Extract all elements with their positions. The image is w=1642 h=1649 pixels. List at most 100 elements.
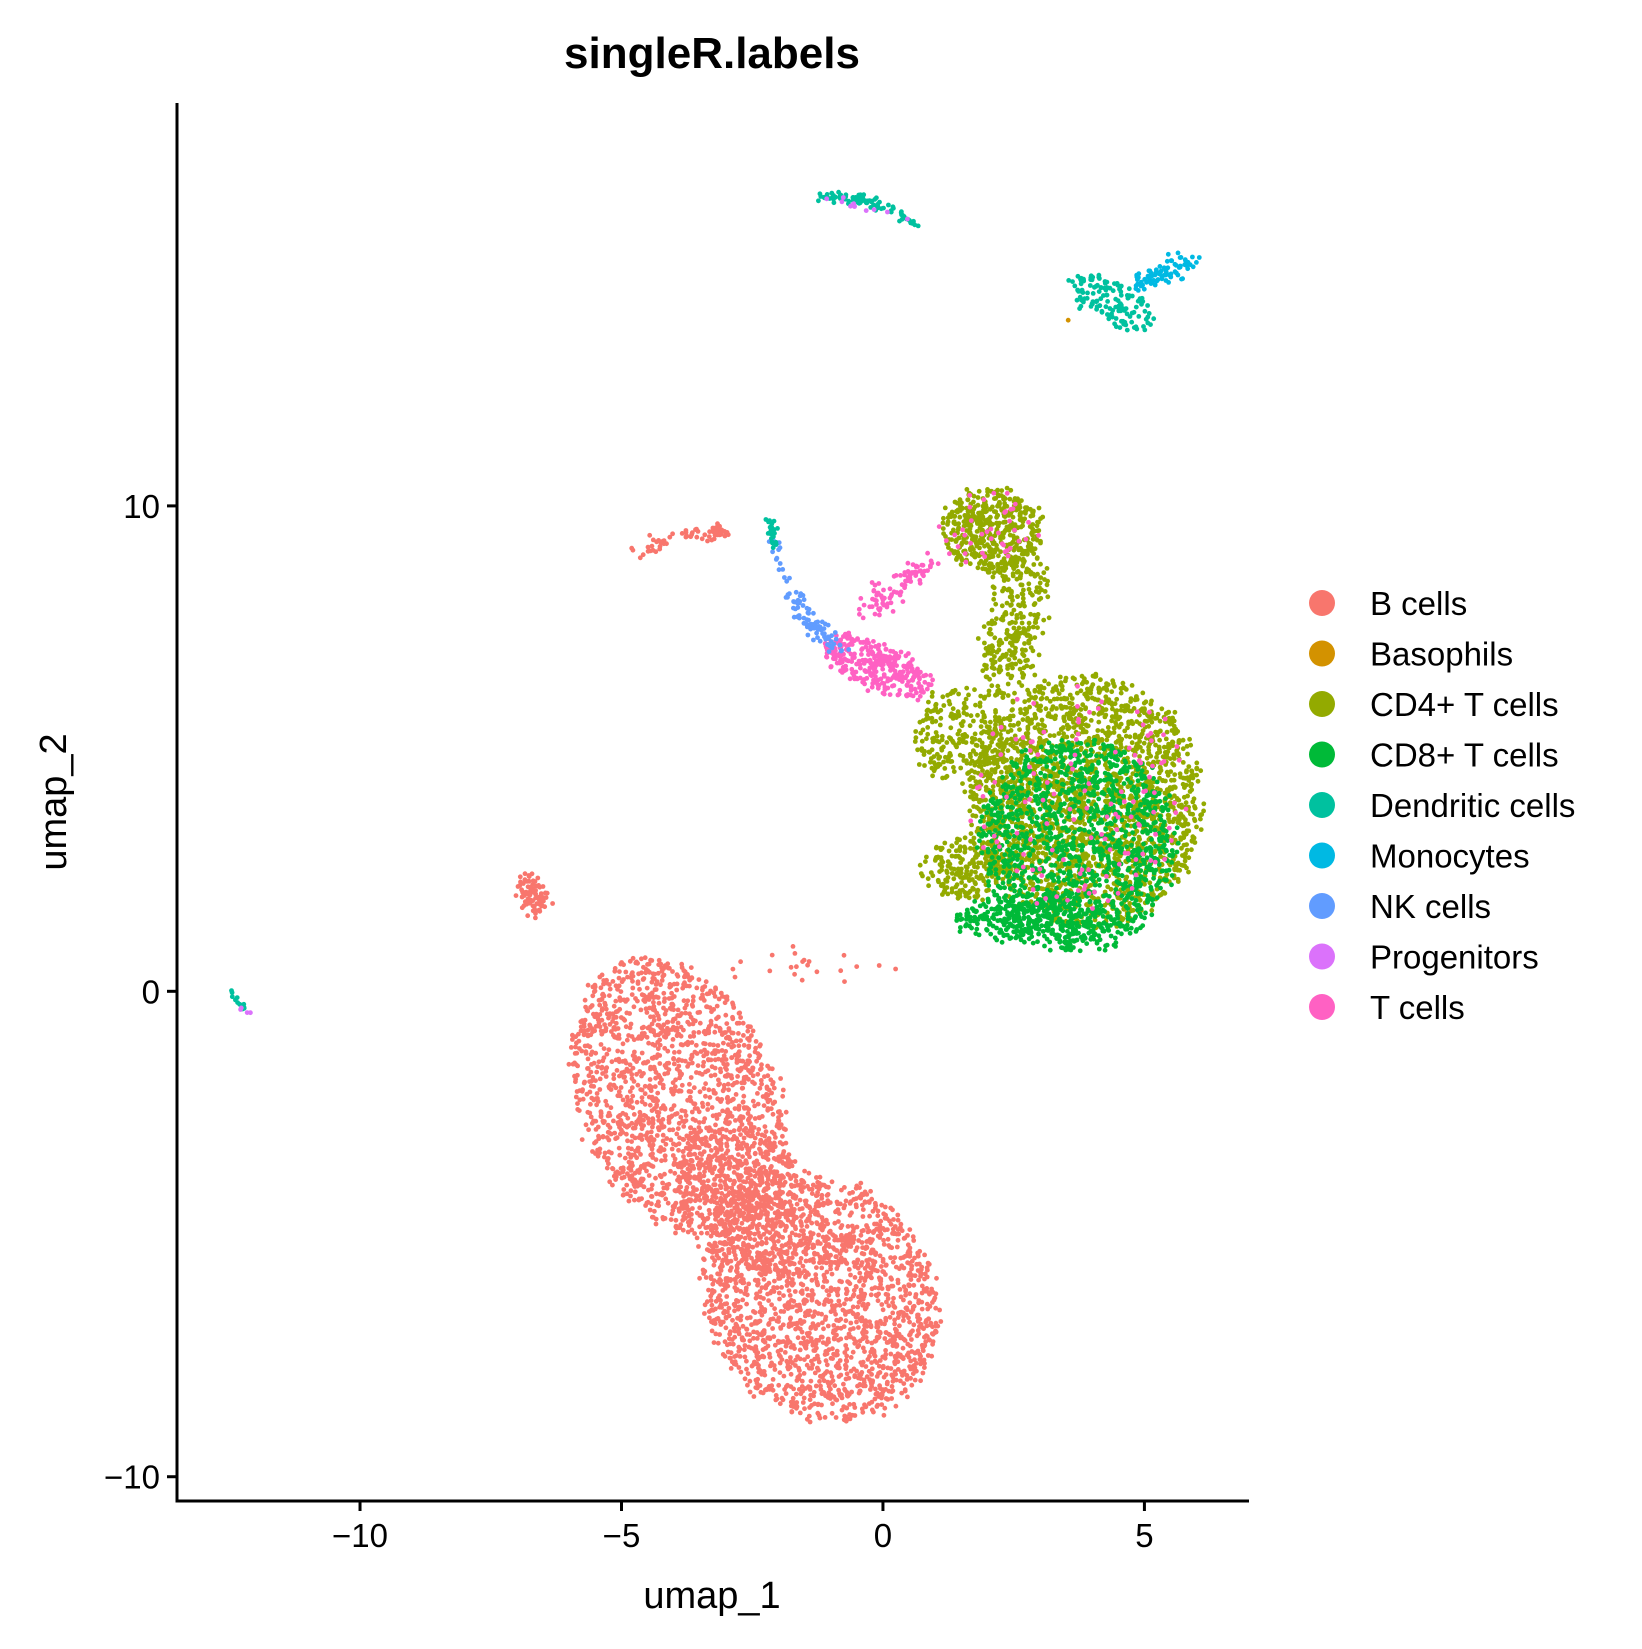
point [894, 1244, 900, 1250]
point [719, 1191, 725, 1196]
point [700, 1063, 706, 1069]
point [720, 1288, 726, 1293]
point [882, 1204, 888, 1210]
point [725, 1148, 731, 1154]
point [745, 1371, 751, 1376]
point [657, 1042, 663, 1048]
point [632, 1049, 637, 1055]
point [851, 1292, 857, 1298]
point [681, 998, 687, 1004]
point [709, 1328, 715, 1334]
point [781, 1293, 786, 1298]
point [790, 1399, 796, 1405]
point [738, 1369, 744, 1375]
point [883, 1396, 889, 1401]
point [679, 1071, 684, 1077]
point [758, 1151, 764, 1156]
point [796, 1233, 802, 1238]
point [660, 1180, 665, 1186]
point [696, 1145, 702, 1151]
point [769, 1257, 775, 1263]
point [859, 1260, 865, 1265]
point [732, 974, 738, 980]
point [772, 1278, 777, 1284]
point [821, 1326, 826, 1332]
point [691, 1085, 697, 1091]
point [650, 1121, 656, 1126]
point [819, 1311, 824, 1317]
point [663, 1008, 669, 1013]
point [700, 1221, 706, 1227]
point [662, 1157, 668, 1163]
point [697, 1275, 702, 1281]
point [679, 965, 685, 970]
point [907, 1291, 913, 1297]
point [820, 1225, 826, 1231]
point [1046, 681, 1051, 687]
point [866, 1200, 872, 1205]
point [885, 1236, 891, 1242]
point [677, 1225, 683, 1231]
point [819, 1192, 825, 1198]
point [920, 1370, 926, 1376]
point [733, 1038, 739, 1044]
point [831, 1323, 837, 1328]
point [907, 1270, 913, 1276]
point [908, 1366, 914, 1372]
point [688, 965, 694, 970]
point [670, 1127, 676, 1133]
point [544, 890, 550, 896]
point [699, 1188, 705, 1193]
point [867, 1273, 873, 1279]
point [661, 1022, 667, 1028]
point [709, 1009, 714, 1015]
point [870, 1237, 875, 1242]
point [611, 1118, 616, 1124]
point [797, 1302, 802, 1308]
point [838, 1255, 844, 1261]
point [693, 1197, 699, 1203]
point [760, 1390, 766, 1396]
point [651, 1018, 657, 1023]
point [683, 1113, 689, 1118]
point [702, 1268, 708, 1274]
point [786, 1288, 792, 1293]
point [702, 1041, 708, 1047]
point [870, 1208, 876, 1214]
point [751, 1259, 757, 1265]
point [912, 1368, 918, 1373]
point [711, 1340, 717, 1345]
point [711, 1088, 716, 1093]
point [738, 1132, 743, 1137]
point [781, 1182, 786, 1188]
point [695, 529, 701, 534]
point [890, 1226, 896, 1232]
point [654, 539, 659, 545]
point [830, 1245, 836, 1250]
point [737, 1158, 743, 1164]
point [796, 1376, 802, 1382]
point [839, 1232, 844, 1238]
point [801, 1335, 806, 1341]
point [740, 1058, 746, 1064]
point [628, 1188, 634, 1194]
point [638, 1007, 644, 1013]
point [867, 1377, 873, 1382]
point [613, 1174, 619, 1180]
point [880, 1256, 886, 1262]
point [836, 1298, 842, 1304]
point [727, 1341, 733, 1347]
point [533, 883, 539, 889]
point [703, 1275, 709, 1280]
point [915, 1312, 920, 1318]
point [1157, 737, 1162, 743]
point [892, 1369, 898, 1374]
point [684, 1185, 690, 1190]
point [786, 1152, 792, 1157]
point [624, 1010, 630, 1016]
point [615, 1048, 621, 1054]
point [730, 1016, 736, 1022]
point [886, 1303, 892, 1309]
point [881, 1237, 886, 1243]
point [664, 1136, 670, 1141]
